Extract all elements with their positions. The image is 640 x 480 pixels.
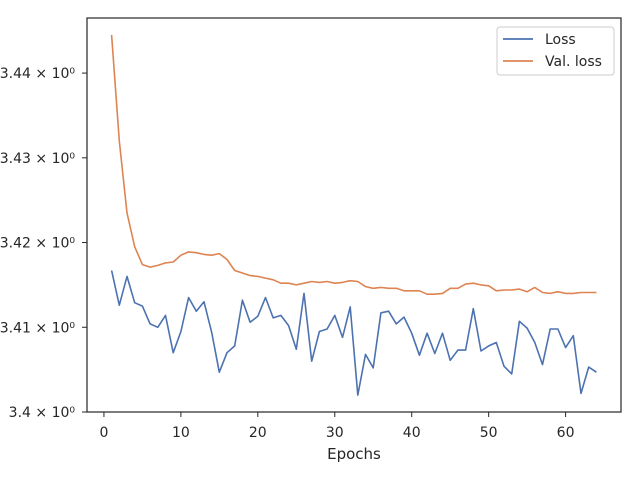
plot-frame (86, 17, 622, 413)
legend-label-loss: Loss (545, 32, 576, 48)
series-line-loss (110, 270, 597, 396)
legend: Loss Val. loss (496, 26, 615, 76)
x-tick-label: 0 (99, 425, 108, 441)
y-tick-label: 3.41 × 10⁰ (0, 320, 75, 336)
x-axis-label: Epochs (327, 445, 381, 463)
x-tick-label: 60 (557, 425, 575, 441)
y-tick-label: 3.42 × 10⁰ (0, 236, 75, 252)
x-tick-label: 30 (326, 425, 344, 441)
x-tick-label: 10 (172, 425, 190, 441)
series-line-val-loss (110, 34, 597, 296)
y-tick-label: 3.44 × 10⁰ (0, 66, 75, 82)
y-tick-label: 3.4 × 10⁰ (9, 405, 76, 421)
ticks-layer: 0 10 20 30 40 50 60 3.4 × 10⁰ 3.41 × 10⁰ 3.42 × 1… (0, 66, 575, 441)
y-tick-label: 3.43 × 10⁰ (0, 151, 75, 167)
x-tick-label: 50 (480, 425, 498, 441)
series-layer (110, 34, 597, 396)
x-tick-label: 20 (249, 425, 267, 441)
legend-label-val-loss: Val. loss (545, 54, 602, 70)
x-tick-label: 40 (403, 425, 421, 441)
